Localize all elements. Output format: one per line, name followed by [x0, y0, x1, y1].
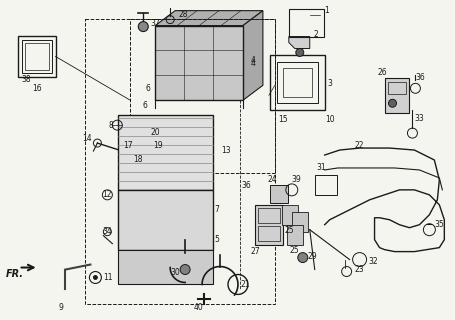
- Text: 29: 29: [308, 252, 318, 261]
- Text: 36: 36: [241, 181, 251, 190]
- Text: 21: 21: [240, 280, 250, 289]
- Polygon shape: [155, 11, 263, 26]
- Bar: [258, 226, 280, 241]
- Text: 3: 3: [327, 79, 332, 88]
- Text: 19: 19: [153, 140, 163, 149]
- Text: 9: 9: [58, 303, 63, 312]
- Bar: [289, 9, 324, 36]
- Text: 15: 15: [278, 115, 288, 124]
- Text: 7: 7: [215, 205, 219, 214]
- Text: FR.: FR.: [5, 269, 24, 279]
- Text: 30: 30: [170, 268, 180, 277]
- Text: 4: 4: [251, 59, 255, 68]
- Text: 22: 22: [355, 140, 364, 149]
- Bar: [292, 212, 308, 232]
- Text: 28: 28: [178, 10, 188, 19]
- Text: 10: 10: [325, 115, 334, 124]
- Text: 39: 39: [291, 175, 301, 184]
- Bar: [118, 250, 213, 284]
- Circle shape: [144, 150, 150, 156]
- Bar: [255, 205, 283, 244]
- Text: 36: 36: [415, 73, 425, 82]
- Text: 17: 17: [123, 140, 133, 149]
- Text: 2: 2: [313, 30, 318, 39]
- Bar: [118, 115, 213, 190]
- Text: 1: 1: [324, 6, 329, 15]
- Text: 34: 34: [102, 227, 112, 236]
- Text: 8: 8: [109, 121, 114, 130]
- Text: 23: 23: [355, 265, 364, 274]
- Circle shape: [138, 22, 148, 32]
- Bar: [388, 82, 406, 94]
- Text: 32: 32: [369, 257, 379, 266]
- Bar: [384, 78, 410, 113]
- Bar: [283, 68, 312, 97]
- Text: 37: 37: [150, 19, 160, 28]
- Text: 18: 18: [133, 156, 143, 164]
- Text: 25: 25: [290, 246, 299, 255]
- Bar: [258, 208, 280, 223]
- Bar: [118, 190, 213, 250]
- Text: 20: 20: [151, 128, 160, 137]
- Bar: [130, 19, 275, 173]
- Circle shape: [298, 252, 308, 262]
- Bar: [155, 26, 243, 100]
- Polygon shape: [289, 36, 310, 49]
- Bar: [155, 26, 243, 100]
- Text: 12: 12: [103, 190, 112, 199]
- Circle shape: [389, 99, 396, 107]
- Circle shape: [180, 265, 190, 275]
- Text: 6: 6: [143, 101, 148, 110]
- Text: 16: 16: [32, 84, 41, 93]
- Text: 5: 5: [215, 235, 219, 244]
- Bar: [86, 19, 275, 304]
- Text: 25: 25: [285, 226, 295, 235]
- Bar: [270, 55, 325, 110]
- Bar: [25, 43, 49, 70]
- Text: 31: 31: [317, 164, 327, 172]
- Text: 27: 27: [250, 247, 260, 256]
- Circle shape: [296, 49, 304, 56]
- Text: 4: 4: [251, 56, 255, 65]
- Circle shape: [93, 276, 97, 279]
- Text: 33: 33: [415, 114, 424, 123]
- Bar: [282, 205, 298, 225]
- Text: 11: 11: [104, 273, 113, 282]
- Text: 13: 13: [221, 146, 231, 155]
- Text: 40: 40: [193, 303, 203, 312]
- Bar: [315, 175, 337, 195]
- Text: 6: 6: [146, 84, 151, 93]
- Bar: [270, 185, 288, 203]
- Circle shape: [133, 147, 139, 153]
- Text: 14: 14: [83, 133, 92, 143]
- Bar: [287, 225, 303, 244]
- Bar: [18, 36, 56, 77]
- Text: 24: 24: [267, 175, 277, 184]
- Polygon shape: [243, 11, 263, 100]
- Text: 38: 38: [22, 75, 31, 84]
- Text: 35: 35: [435, 220, 444, 229]
- Bar: [22, 40, 51, 73]
- Text: 26: 26: [378, 68, 387, 77]
- Bar: [277, 62, 318, 103]
